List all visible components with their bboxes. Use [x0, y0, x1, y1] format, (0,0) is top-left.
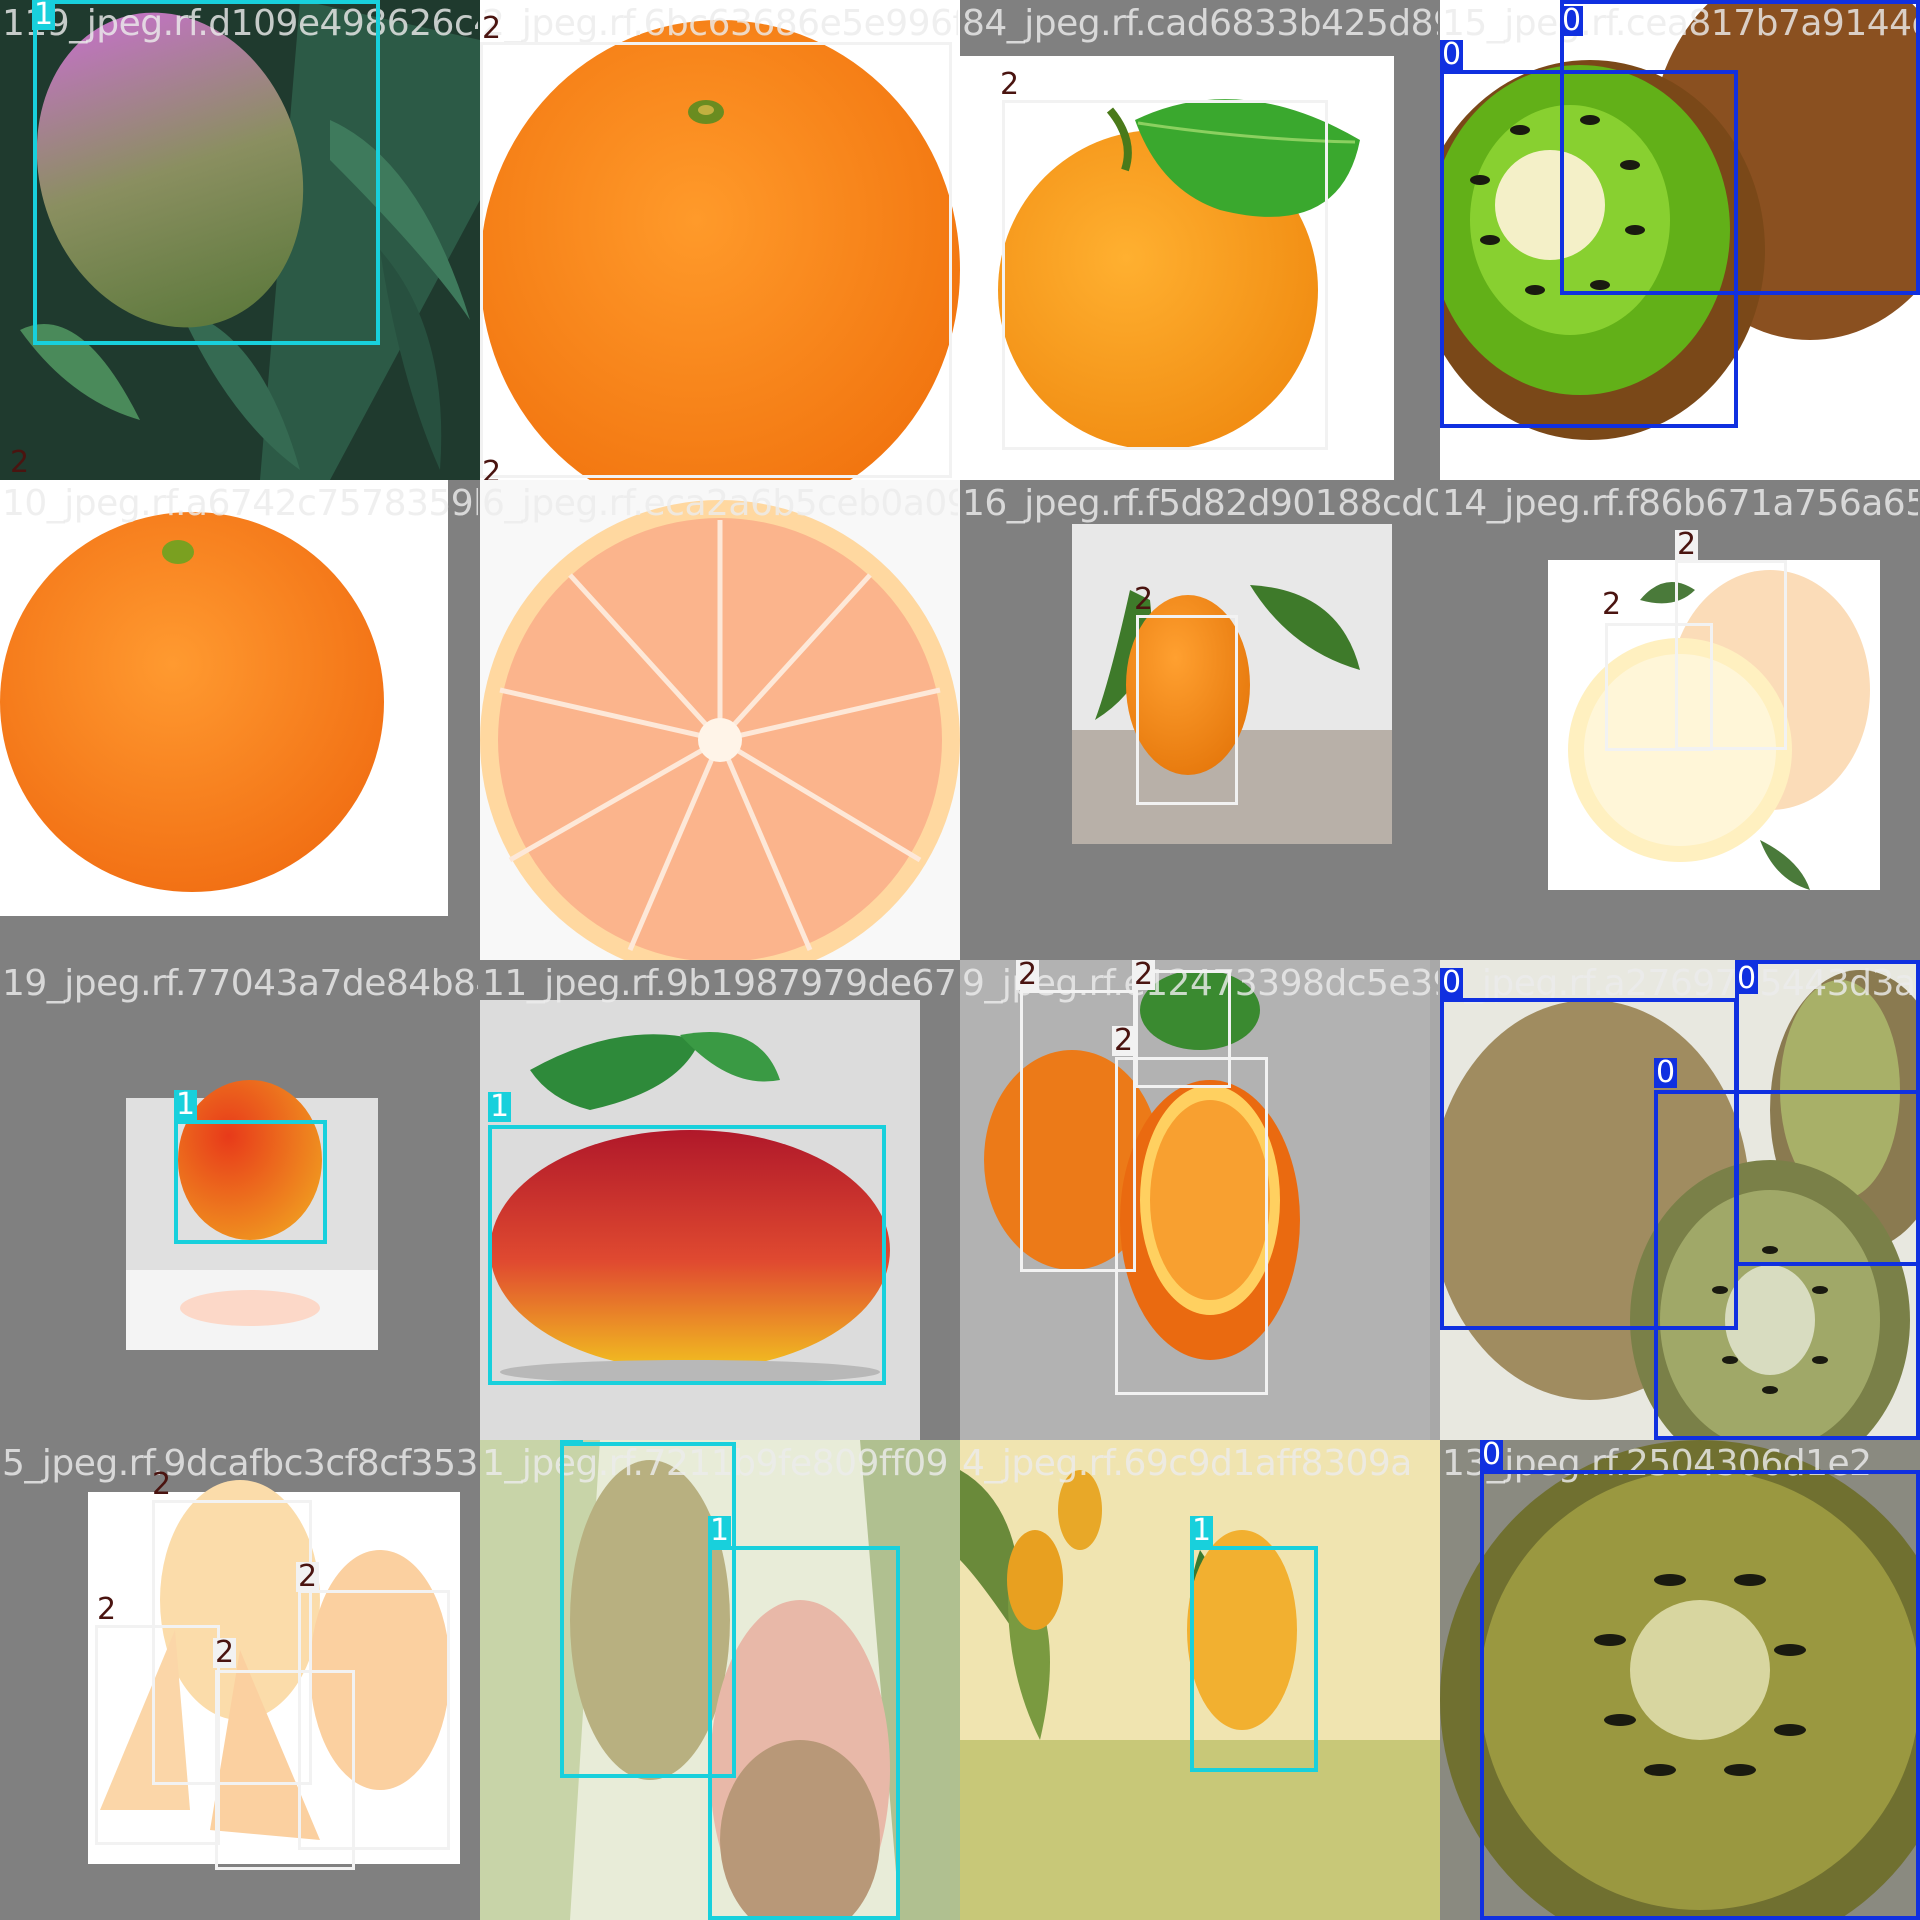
tile-filename: 3_jpeg.rf.a2769745443d3a4 — [1442, 964, 1918, 1004]
tile-kiwi-closeup: 13_jpeg.rf.2504306d1e2 0 — [1440, 1440, 1920, 1920]
bbox-kiwi — [1440, 70, 1738, 428]
bbox-label: 2 — [296, 1559, 320, 1594]
bbox-label: 2 — [10, 445, 30, 480]
bbox-label: 2 — [1134, 582, 1154, 617]
tile-filename: 14_jpeg.rf.f86b671a756a656a — [1442, 484, 1918, 524]
bbox-label: 2 — [1112, 1023, 1136, 1058]
bbox-label: 2 — [97, 1592, 117, 1627]
tile-large-mango: 11_jpeg.rf.9b1987979de6732 1 — [480, 960, 960, 1440]
bbox-label: 0 — [1735, 961, 1759, 996]
bbox-mango — [33, 0, 380, 345]
tile-filename: 15_jpeg.rf.cea817b7a9144d — [1442, 4, 1918, 44]
tile-mango-leaves: 119_jpeg.rf.d109e498626c4 1 2 — [0, 0, 480, 480]
bbox-orange — [1115, 1057, 1268, 1395]
tile-orange-leaf: 84_jpeg.rf.cad6833b425d891a2 2 — [960, 0, 1440, 480]
bbox-orange — [480, 42, 952, 478]
large-mango-image — [480, 960, 960, 1440]
bbox-mango — [708, 1546, 900, 1920]
tile-oranges-cut: 9_jpeg.rf.e12473398dc5e390 2 2 2 — [960, 960, 1440, 1440]
orange-white-image — [0, 480, 480, 960]
tile-filename: 119_jpeg.rf.d109e498626c4 — [2, 4, 478, 44]
faded-oranges-image — [0, 1440, 480, 1920]
tile-filename: 5_jpeg.rf.9dcafbc3cf8cf353c — [2, 1444, 478, 1484]
tile-filename: 1_jpeg.rf.7211b9fe809ff09 — [482, 1444, 949, 1484]
tile-filename: 13_jpeg.rf.2504306d1e2 — [1442, 1444, 1872, 1484]
tile-kiwi-whole: 3_jpeg.rf.a2769745443d3a4 0 0 0 — [1440, 960, 1920, 1440]
tile-whole-orange: 2_jpeg.rf.6bc63686e5e996f9c1d14f3b8 2 2 — [480, 0, 960, 480]
bbox-label: 0 — [1480, 1440, 1504, 1472]
bbox-label: 1 — [1190, 1513, 1214, 1548]
tile-filename: 6_jpeg.rf.eca2a6b5ceb0a091 — [482, 484, 958, 524]
tile-filename: 19_jpeg.rf.77043a7de84b84 — [2, 964, 478, 1004]
tile-orange-white: 10_jpeg.rf.a6742c7578359b1 — [0, 480, 480, 960]
kiwi-closeup-image — [1440, 1440, 1920, 1920]
bbox-label: 1 — [174, 1087, 198, 1122]
tile-mango-tree: 4_jpeg.rf.69c9d1aff8309a 1 — [960, 1440, 1440, 1920]
bbox-label: 2 — [1675, 527, 1699, 562]
tile-filename: 2_jpeg.rf.6bc63686e5e996f9c1d14f3b8 — [482, 4, 958, 44]
bbox-orange — [152, 1500, 312, 1785]
bbox-orange — [1136, 615, 1238, 805]
bbox-label: 1 — [708, 1513, 732, 1548]
bbox-label: 1 — [560, 1440, 584, 1442]
bbox-label: 2 — [1602, 587, 1622, 622]
orange-leaf-image — [960, 0, 1440, 480]
bbox-orange — [1605, 623, 1713, 751]
bbox-label: 2 — [1132, 960, 1156, 992]
tile-kiwi-halves: 15_jpeg.rf.cea817b7a9144d 0 0 — [1440, 0, 1920, 480]
bbox-label: 2 — [152, 1467, 172, 1502]
mango-leaves-image — [0, 0, 480, 480]
bbox-mango — [1190, 1546, 1318, 1772]
bbox-orange — [1135, 970, 1231, 1088]
bbox-mango — [488, 1125, 886, 1385]
tile-orange-wood: 16_jpeg.rf.f5d82d90188cd0f2 2 — [960, 480, 1440, 960]
tile-filename: 10_jpeg.rf.a6742c7578359b1 — [2, 484, 478, 524]
bbox-label: 1 — [488, 1089, 512, 1124]
whole-orange-image — [480, 0, 960, 480]
bbox-orange — [215, 1670, 355, 1870]
bbox-label: 2 — [1016, 960, 1040, 992]
bbox-orange — [298, 1590, 450, 1850]
tile-orange-slice: 6_jpeg.rf.eca2a6b5ceb0a091 — [480, 480, 960, 960]
tile-filename: 16_jpeg.rf.f5d82d90188cd0f2 — [962, 484, 1438, 524]
bbox-mango — [560, 1442, 736, 1778]
bbox-label: 2 — [1000, 67, 1020, 102]
tile-orange-halves: 14_jpeg.rf.f86b671a756a656a 2 2 — [1440, 480, 1920, 960]
bbox-label: 1 — [32, 0, 56, 32]
orange-slice-image — [480, 480, 960, 960]
bbox-orange — [1002, 100, 1328, 450]
bbox-label: 2 — [482, 11, 502, 46]
bbox-kiwi — [1480, 1470, 1920, 1920]
bbox-label: 2 — [482, 455, 502, 481]
tile-filename: 11_jpeg.rf.9b1987979de6732 — [482, 964, 958, 1004]
bbox-kiwi — [1654, 1090, 1920, 1440]
kiwi-whole-image — [1440, 960, 1920, 1440]
bbox-orange — [95, 1625, 220, 1845]
bbox-label: 0 — [1654, 1055, 1678, 1090]
bbox-label: 0 — [1440, 37, 1464, 72]
tile-filename: 84_jpeg.rf.cad6833b425d891a2 — [962, 4, 1438, 44]
bbox-label: 2 — [213, 1635, 237, 1670]
bbox-kiwi — [1560, 0, 1920, 295]
bbox-label: 0 — [1440, 965, 1464, 1000]
orange-wood-image — [960, 480, 1440, 960]
kiwi-halves-image — [1440, 0, 1920, 480]
tile-faded-oranges: 5_jpeg.rf.9dcafbc3cf8cf353c 2 2 2 2 — [0, 1440, 480, 1920]
bbox-orange — [1020, 990, 1136, 1272]
bbox-label: 0 — [1560, 3, 1584, 38]
bbox-orange — [1675, 560, 1787, 750]
tile-filename: 4_jpeg.rf.69c9d1aff8309a — [962, 1444, 1412, 1484]
bbox-mango — [174, 1120, 327, 1244]
tile-small-mango: 19_jpeg.rf.77043a7de84b84 1 — [0, 960, 480, 1440]
tile-two-mangoes: 1_jpeg.rf.7211b9fe809ff09 1 1 — [480, 1440, 960, 1920]
